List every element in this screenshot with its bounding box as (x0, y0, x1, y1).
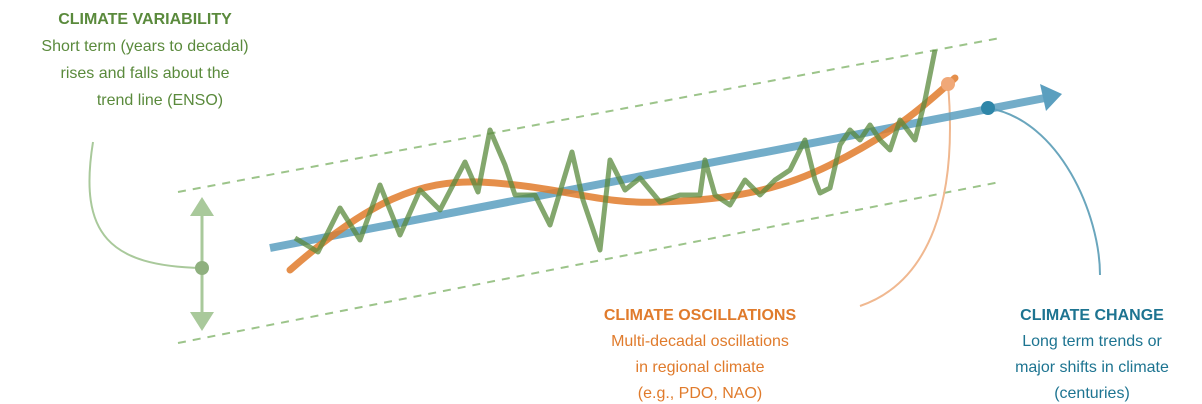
label-title: CLIMATE VARIABILITY (58, 11, 232, 28)
label-line: trend line (ENSO) (97, 92, 223, 109)
change-callout (987, 107, 1101, 276)
label-line: in regional climate (636, 359, 765, 376)
label-line: (e.g., PDO, NAO) (638, 385, 762, 402)
arrow-head (190, 312, 214, 331)
label-line: major shifts in climate (1015, 359, 1169, 376)
label-line: Long term trends or (1022, 333, 1162, 350)
label-line: (centuries) (1054, 385, 1130, 402)
label-line: Multi-decadal oscillations (611, 333, 789, 350)
oscillation-curve (286, 74, 959, 274)
trend-line (269, 94, 1046, 252)
trend-arrow-head (1040, 84, 1062, 111)
label-line: Short term (years to decadal) (41, 38, 248, 55)
variability-callout (88, 141, 203, 269)
variability-line (293, 49, 938, 255)
label-line: rises and falls about the (61, 65, 230, 82)
change-dot (981, 101, 995, 115)
upper-bound (177, 37, 1001, 193)
variability-dot (195, 261, 209, 275)
label-title: CLIMATE OSCILLATIONS (604, 307, 797, 324)
oscillation-callout (859, 83, 951, 307)
arrow-head (190, 197, 214, 216)
label-title: CLIMATE CHANGE (1020, 307, 1164, 324)
lower-bound (177, 181, 1001, 344)
oscillation-dot (941, 77, 955, 91)
